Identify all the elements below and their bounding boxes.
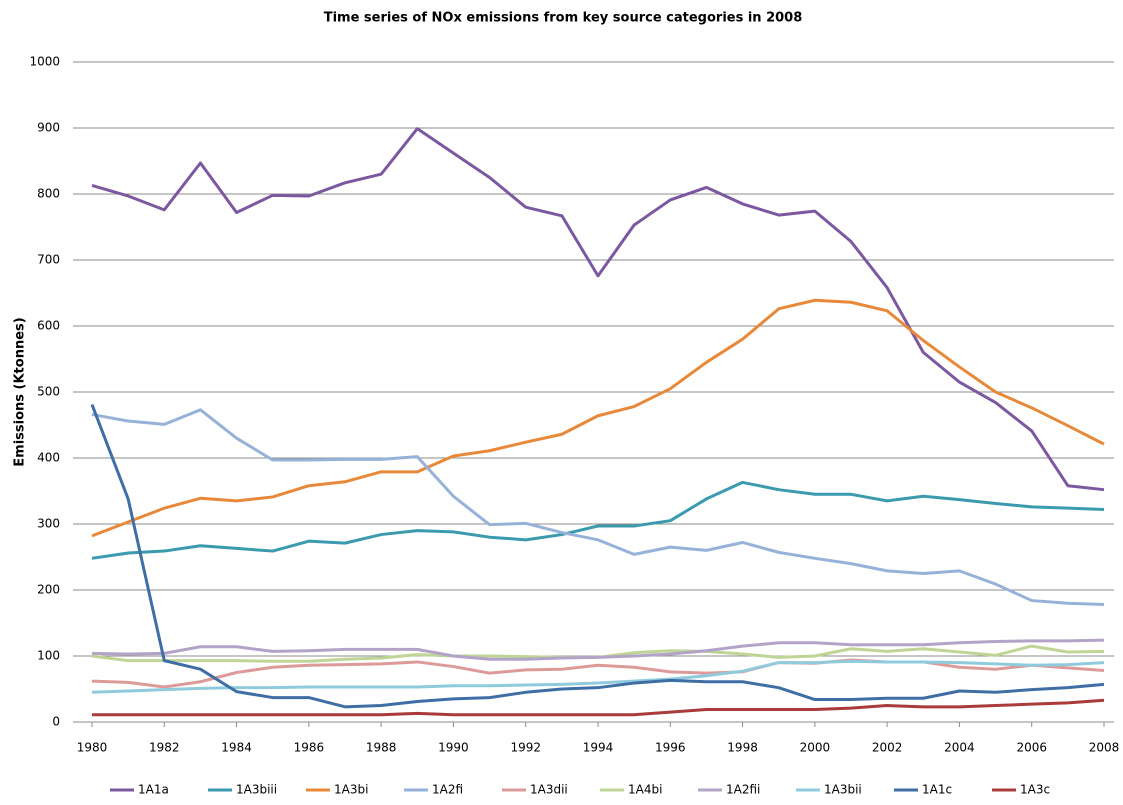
- legend-label: 1A1c: [922, 783, 952, 797]
- x-tick-label: 1982: [149, 741, 180, 755]
- series-line: [90, 404, 1105, 709]
- y-tick-label: 0: [52, 715, 60, 729]
- legend-label: 1A3bi: [334, 783, 368, 797]
- legend-label: 1A2fii: [726, 783, 760, 797]
- y-tick-label: 600: [37, 319, 60, 333]
- legend-label: 1A2fi: [432, 783, 463, 797]
- x-tick-label: 1994: [583, 741, 614, 755]
- x-tick-label: 1998: [727, 741, 758, 755]
- legend-label: 1A3biii: [236, 783, 277, 797]
- y-tick-label: 500: [37, 385, 60, 399]
- series-line: [91, 658, 1105, 689]
- x-tick-label: 2000: [800, 741, 831, 755]
- y-tick-label: 700: [37, 253, 60, 267]
- chart-title: Time series of NOx emissions from key so…: [324, 11, 803, 26]
- series-line: [92, 698, 1105, 717]
- x-tick-label: 1992: [510, 741, 541, 755]
- y-tick-label: 800: [37, 187, 60, 201]
- x-tick-label: 2004: [944, 741, 975, 755]
- series-line: [91, 638, 1105, 661]
- y-tick-label: 1000: [29, 55, 60, 69]
- y-tick-label: 200: [37, 583, 60, 597]
- y-tick-label: 300: [37, 517, 60, 531]
- legend-label: 1A3dii: [530, 783, 568, 797]
- series-line: [91, 298, 1105, 538]
- x-tick-label: 1980: [77, 741, 108, 755]
- series-line: [91, 480, 1105, 560]
- x-tick-label: 1986: [294, 741, 325, 755]
- legend-label: 1A3c: [1020, 783, 1050, 797]
- series-line: [91, 408, 1105, 607]
- x-tick-label: 1996: [655, 741, 686, 755]
- y-tick-label: 100: [37, 649, 60, 663]
- y-tick-label: 900: [37, 121, 60, 135]
- series-line: [91, 659, 1105, 694]
- x-tick-label: 2006: [1016, 741, 1047, 755]
- y-tick-label: 400: [37, 451, 60, 465]
- x-tick-label: 1988: [366, 741, 397, 755]
- series-line: [91, 127, 1105, 492]
- x-tick-label: 2002: [872, 741, 903, 755]
- x-tick-label: 1984: [221, 741, 252, 755]
- legend-label: 1A4bi: [628, 783, 662, 797]
- y-axis-label: Emissions (Ktonnes): [13, 317, 28, 466]
- legend-label: 1A3bii: [824, 783, 862, 797]
- legend-label: 1A1a: [138, 783, 169, 797]
- x-tick-label: 2008: [1089, 741, 1120, 755]
- x-tick-label: 1990: [438, 741, 469, 755]
